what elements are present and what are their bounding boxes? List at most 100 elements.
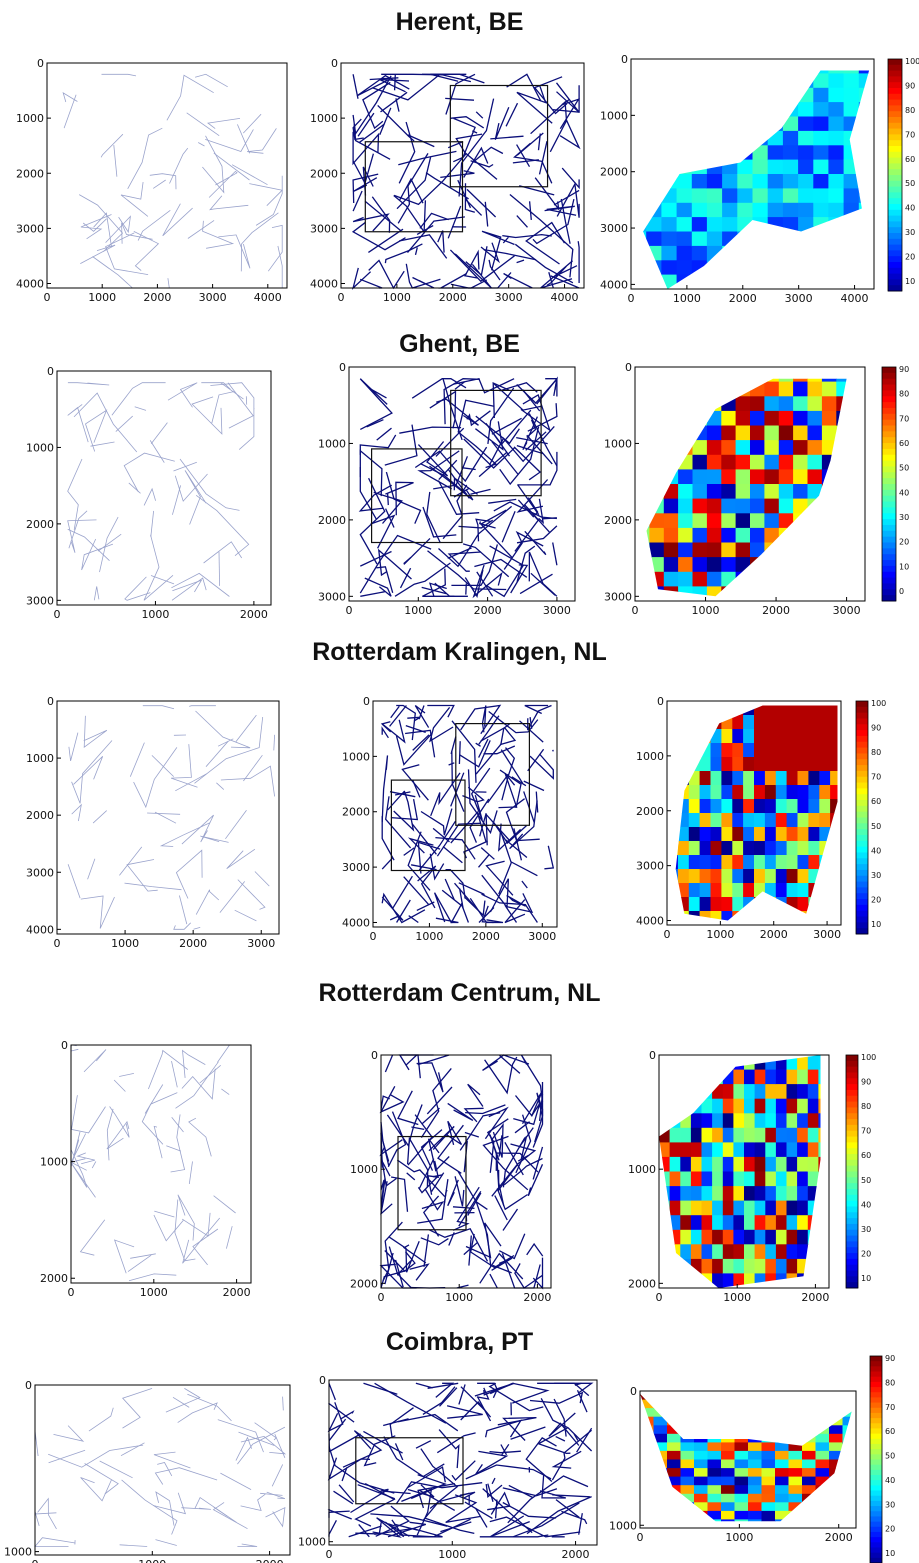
fig0-p3-cell <box>643 70 647 74</box>
fig1-p3-cell <box>851 586 866 601</box>
fig3-p1-road <box>119 1073 134 1077</box>
fig0-p1-road <box>187 220 215 239</box>
fig2-p3-cell <box>775 715 788 730</box>
fig3-p3-cell <box>659 1069 671 1085</box>
fig4-p3-cell <box>775 1450 790 1461</box>
fig0-p2-road <box>458 98 495 197</box>
fig4-colorbar-band <box>870 1469 882 1476</box>
fig4-p3-cell <box>721 1459 736 1469</box>
fig0-p2-road <box>371 196 391 233</box>
fig3-p3-cell <box>680 1098 692 1114</box>
fig2-p3-cell <box>797 785 809 800</box>
fig2-p2-road <box>509 800 538 850</box>
fig1-p3-cell <box>793 586 809 597</box>
fig4-colorbar-tick-label: 40 <box>885 1476 895 1485</box>
fig0-p3-cell <box>676 130 693 146</box>
fig2-p3-xtick-label: 1000 <box>706 928 734 941</box>
fig1-p1-road <box>143 487 156 506</box>
fig1-p3-cell <box>821 425 837 441</box>
fig4-colorbar-band <box>870 1521 882 1528</box>
fig4-p3-cell <box>667 1468 682 1478</box>
fig4-p2-road <box>374 1382 447 1424</box>
fig3-p3-cell <box>797 1171 809 1187</box>
fig0-p3-cell <box>737 217 754 233</box>
fig1-p1-road <box>134 406 147 411</box>
fig0-p3-cell <box>676 245 693 261</box>
section-title-rotterdam-centrum: Rotterdam Centrum, NL <box>318 979 601 1007</box>
fig1-colorbar-band <box>882 372 896 380</box>
fig0-p2-road <box>368 259 405 290</box>
fig0-p2-road <box>455 133 498 180</box>
fig4-p2-road <box>489 1450 521 1454</box>
fig3-p3-cell <box>690 1244 703 1260</box>
fig1-p3-xtick-label: 3000 <box>833 604 861 617</box>
fig1-p3-cell <box>807 527 823 544</box>
fig3-p3-cell <box>712 1244 724 1260</box>
fig2-p3-cell <box>675 799 679 814</box>
fig0-p3-cell <box>798 70 814 74</box>
fig1-p3-cell <box>778 378 794 383</box>
fig4-colorbar-band <box>870 1490 882 1497</box>
fig2-p3-cell <box>808 715 820 730</box>
fig1-p2-road <box>487 387 515 444</box>
fig3-p1-frame <box>70 1044 252 1284</box>
fig0-colorbar-band <box>888 99 902 106</box>
fig2-p1-road <box>71 740 113 804</box>
fig2-p1-road <box>151 755 174 777</box>
fig1-colorbar-band <box>882 530 896 538</box>
fig0-p2-road <box>530 100 568 135</box>
fig4-p3-cell <box>653 1502 668 1512</box>
fig0-p3-cell <box>828 202 845 218</box>
fig3-p3-cell <box>744 1084 756 1100</box>
fig3-p3-cell <box>669 1156 681 1173</box>
fig1-p2-xtick-label: 2000 <box>474 604 502 617</box>
fig0-p2-road <box>380 91 408 113</box>
fig1-p3-cell <box>663 396 679 412</box>
fig1-p2-road <box>436 398 479 426</box>
fig0-p3-cell <box>643 202 647 218</box>
fig2-p3-cell <box>808 869 820 884</box>
fig4-p3-cell <box>802 1468 817 1478</box>
fig4-p3-cell <box>640 1519 655 1522</box>
fig1-p3-cell <box>646 381 650 397</box>
fig1-p1-road <box>210 382 255 410</box>
fig2-colorbar-band <box>856 788 868 795</box>
fig4-p3-cell <box>640 1510 655 1521</box>
fig1-p3-cell <box>764 586 780 597</box>
fig4-p2-road <box>375 1505 411 1537</box>
fig2-p3-cell <box>732 771 744 786</box>
fig1-p1-road <box>68 510 88 549</box>
fig3-p3-cell <box>775 1229 788 1245</box>
fig3-p3-cell <box>722 1127 734 1143</box>
fig4-p3-cell <box>653 1450 668 1461</box>
fig1-p3-cell <box>793 513 809 529</box>
fig1-p1-road <box>195 494 250 557</box>
fig4-p3-cell <box>815 1485 830 1495</box>
fig2-p3-cell <box>721 841 733 856</box>
fig0-colorbar-band <box>888 82 902 89</box>
fig2-p3-cell <box>675 813 679 828</box>
fig2-p2-road <box>481 893 538 923</box>
fig4-p2-road <box>487 1491 511 1515</box>
fig0-p3-cell <box>676 73 693 89</box>
fig4-p3-cell <box>694 1416 709 1426</box>
fig3-p1-road <box>79 1219 106 1256</box>
fig2-p2-ytick-label: 2000 <box>342 806 370 819</box>
fig1-p3-cell <box>851 528 866 543</box>
fig1-p3-cell <box>836 410 847 427</box>
fig4-p3-cell <box>802 1433 817 1443</box>
fig0-colorbar-band <box>888 279 902 286</box>
fig4-p3-cell <box>653 1408 668 1418</box>
fig1-p3-cell <box>764 440 780 456</box>
fig1-p1-road <box>220 382 244 400</box>
fig1-p3-cell <box>706 513 722 529</box>
fig3-p3-cell <box>744 1186 756 1202</box>
fig4-p1-road <box>265 1507 286 1528</box>
fig4-p3-cell <box>802 1393 817 1401</box>
fig4-p2-xtick-label: 2000 <box>562 1548 590 1561</box>
fig0-p3-cell <box>782 159 799 175</box>
fig0-p3-cell <box>646 159 662 175</box>
fig2-p3-cell <box>710 841 722 856</box>
fig3-p1-road <box>221 1088 230 1095</box>
fig2-p1-road <box>243 754 263 782</box>
